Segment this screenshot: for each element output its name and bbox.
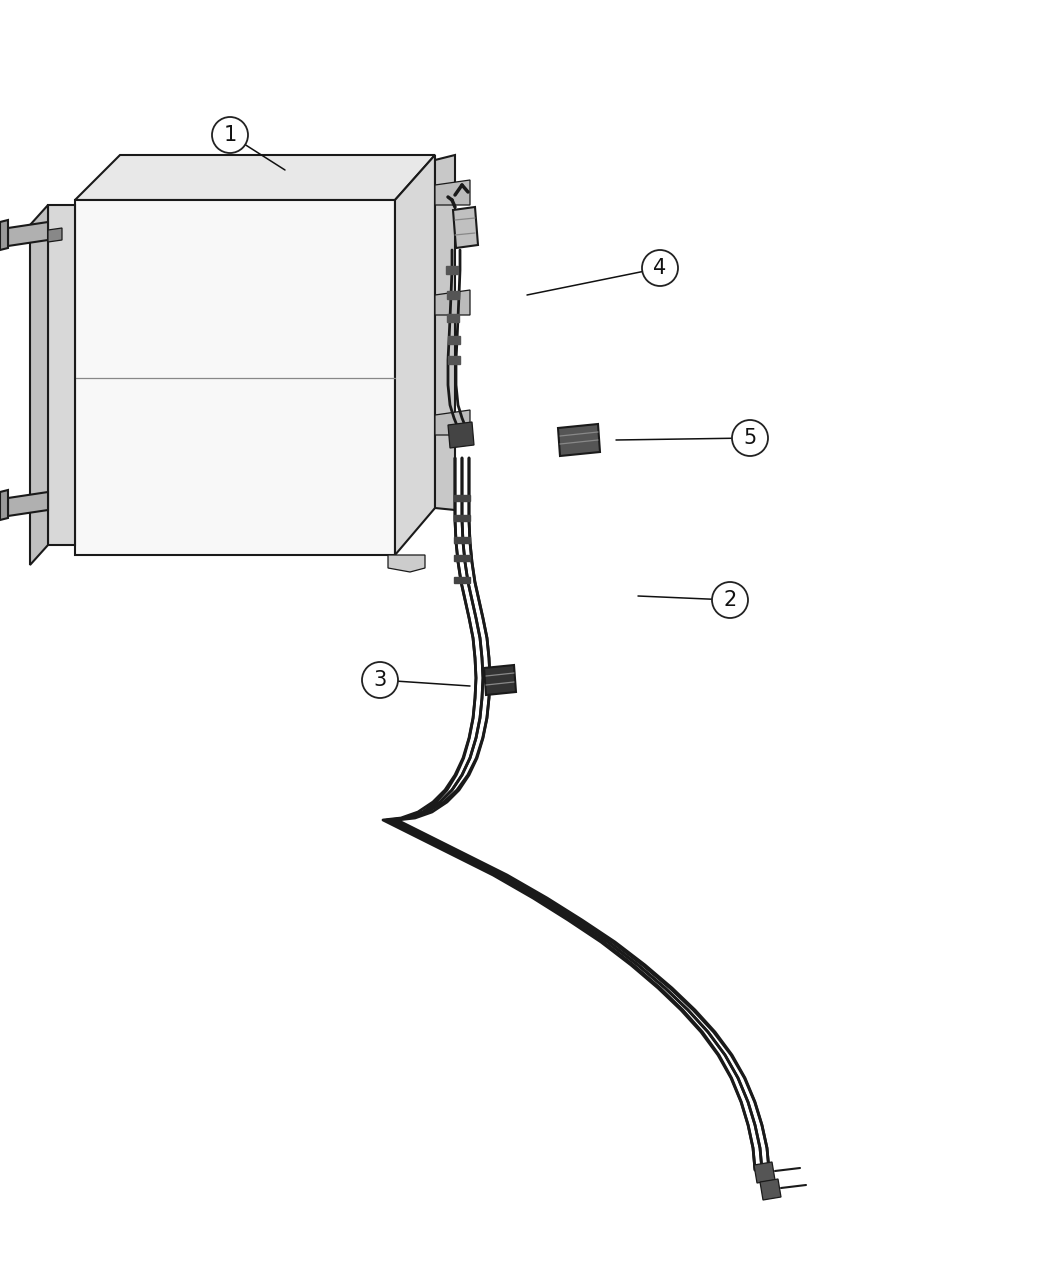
Polygon shape <box>30 205 48 565</box>
Polygon shape <box>435 411 470 435</box>
Polygon shape <box>448 422 474 448</box>
Polygon shape <box>48 205 75 544</box>
Bar <box>454 515 470 521</box>
Polygon shape <box>435 180 470 205</box>
Bar <box>454 555 470 561</box>
Polygon shape <box>558 425 600 456</box>
Bar <box>448 356 460 363</box>
Circle shape <box>212 117 248 153</box>
Polygon shape <box>75 200 395 555</box>
Bar <box>454 495 470 501</box>
Circle shape <box>712 581 748 618</box>
Text: 1: 1 <box>224 125 236 145</box>
Polygon shape <box>484 666 516 695</box>
Bar <box>447 291 459 300</box>
Text: 4: 4 <box>653 258 667 278</box>
Polygon shape <box>435 156 455 510</box>
Circle shape <box>362 662 398 697</box>
Text: 2: 2 <box>723 590 737 609</box>
Polygon shape <box>453 207 478 249</box>
Text: 3: 3 <box>374 669 386 690</box>
Circle shape <box>642 250 678 286</box>
Polygon shape <box>8 222 48 246</box>
Polygon shape <box>75 156 435 200</box>
Polygon shape <box>0 490 8 520</box>
Bar <box>454 578 470 583</box>
Bar <box>454 537 470 543</box>
Polygon shape <box>435 289 470 315</box>
Bar <box>447 314 459 323</box>
Bar <box>446 266 458 274</box>
Polygon shape <box>388 555 425 572</box>
Polygon shape <box>0 221 8 250</box>
Circle shape <box>732 419 768 456</box>
Polygon shape <box>754 1162 775 1183</box>
Bar <box>448 337 460 344</box>
Polygon shape <box>760 1179 781 1200</box>
Polygon shape <box>395 156 435 555</box>
Polygon shape <box>8 492 48 516</box>
Polygon shape <box>48 228 62 242</box>
Text: 5: 5 <box>743 428 757 448</box>
